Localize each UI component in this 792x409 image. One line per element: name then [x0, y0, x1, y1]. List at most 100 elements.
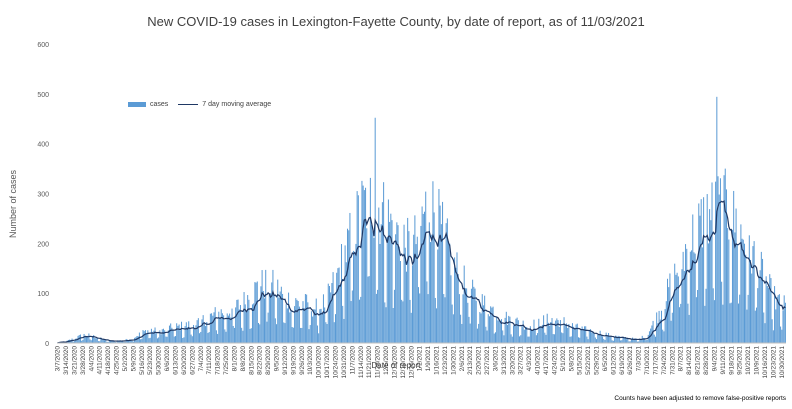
x-tick-label: 5/16/2020: [139, 346, 146, 375]
case-bar: [273, 295, 275, 343]
x-tick-label: 12/26/2020: [408, 346, 415, 379]
case-bar: [359, 299, 361, 343]
case-bar: [432, 181, 434, 343]
case-bar: [223, 315, 225, 343]
x-tick-label: 9/12/2020: [282, 346, 289, 375]
case-bar: [713, 300, 715, 343]
case-bar: [526, 327, 528, 343]
case-bar: [152, 331, 154, 343]
x-tick-label: 2/20/2021: [476, 346, 483, 375]
case-bar: [727, 228, 729, 343]
case-bar: [762, 258, 764, 343]
case-bar: [754, 310, 756, 343]
case-bar: [256, 281, 258, 343]
legend-swatch-average: [178, 104, 199, 105]
case-bar: [545, 334, 547, 343]
case-bar: [510, 334, 512, 343]
case-bar: [442, 201, 444, 343]
case-bar: [575, 324, 577, 343]
case-bar: [594, 337, 596, 343]
case-bar: [500, 319, 503, 343]
case-bar: [610, 336, 612, 343]
case-bar: [417, 287, 419, 343]
x-tick-label: 11/7/2020: [349, 346, 356, 375]
case-bar: [766, 286, 768, 343]
x-tick-label: 6/27/2020: [189, 346, 196, 375]
case-bar: [670, 320, 672, 343]
case-bar: [659, 319, 661, 343]
x-tick-label: 3/7/2020: [55, 346, 62, 372]
case-bar: [687, 303, 689, 343]
case-bar: [361, 180, 363, 343]
case-bar: [743, 243, 746, 343]
case-bar: [608, 332, 610, 343]
case-bar: [620, 340, 622, 343]
case-bar: [674, 263, 676, 343]
case-bar: [365, 187, 367, 343]
case-bar: [642, 337, 644, 343]
case-bar: [605, 332, 607, 343]
case-bar: [72, 341, 74, 343]
case-bar: [126, 339, 128, 343]
x-tick-label: 8/29/2020: [265, 346, 272, 375]
case-bar: [660, 310, 662, 343]
case-bar: [616, 336, 618, 343]
case-bar: [490, 306, 492, 343]
case-bar: [750, 259, 752, 343]
case-bar: [97, 341, 100, 343]
case-bar: [722, 304, 724, 343]
case-bar: [517, 320, 519, 343]
case-bar: [663, 331, 665, 343]
case-bar: [99, 341, 101, 343]
x-tick-label: 5/29/2021: [594, 346, 601, 375]
case-bar: [199, 333, 201, 343]
case-bar: [705, 288, 707, 343]
x-tick-label: 10/24/2020: [332, 346, 339, 379]
case-bar: [94, 338, 96, 343]
x-tick-label: 7/31/2021: [669, 346, 676, 375]
case-bar: [438, 188, 440, 343]
case-bar: [715, 181, 717, 343]
case-bar: [193, 324, 195, 343]
x-tick-label: 9/26/2020: [299, 346, 306, 375]
case-bar: [497, 320, 499, 343]
x-tick-label: 4/24/2021: [551, 346, 558, 375]
x-tick-label: 4/18/2020: [105, 346, 112, 375]
case-bar: [431, 234, 433, 343]
case-bar: [390, 213, 392, 343]
case-bar: [296, 299, 298, 343]
case-bar: [747, 294, 749, 343]
case-bar: [260, 286, 262, 343]
case-bar: [265, 269, 267, 343]
case-bar: [354, 253, 356, 343]
case-bar: [414, 215, 416, 343]
case-bar: [446, 218, 448, 343]
case-bar: [249, 328, 251, 343]
case-bar: [463, 265, 465, 343]
x-tick-label: 7/18/2020: [215, 346, 222, 375]
case-bar: [231, 308, 233, 343]
case-bar: [549, 325, 551, 343]
case-bar: [520, 335, 522, 343]
case-bar: [79, 334, 81, 343]
case-bar: [544, 332, 546, 343]
case-bar: [604, 340, 606, 343]
case-bar: [425, 191, 427, 343]
case-bar: [718, 194, 720, 343]
case-bar: [399, 261, 401, 343]
case-bar: [686, 248, 688, 343]
case-bar: [452, 314, 454, 343]
case-bar: [340, 244, 343, 343]
case-bar: [475, 300, 477, 343]
case-bar: [535, 335, 537, 343]
x-tick-label: 8/1/2020: [231, 346, 238, 372]
case-bar: [170, 323, 172, 343]
case-bar: [274, 318, 276, 343]
x-tick-label: 1/16/2021: [434, 346, 441, 375]
case-bar: [469, 323, 471, 343]
x-tick-label: 5/1/2021: [560, 346, 567, 372]
x-tick-label: 2/27/2021: [484, 346, 491, 375]
case-bar: [428, 222, 430, 343]
x-tick-label: 10/10/2020: [316, 346, 323, 379]
case-bar: [707, 243, 709, 343]
